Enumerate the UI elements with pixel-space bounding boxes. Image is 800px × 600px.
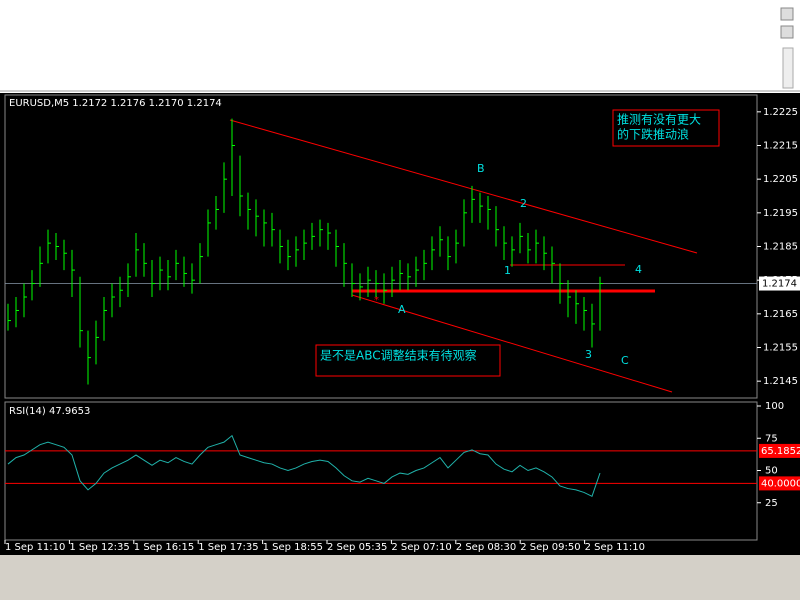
current-price-box [759,276,800,291]
x-tick-label: 2 Sep 09:50 [520,542,580,553]
x-tick-label: 1 Sep 11:10 [5,542,65,553]
rsi-level-label: 40.0000 [761,478,800,489]
y-tick-label: 1.2205 [763,174,798,185]
wave-label: B [477,162,485,175]
marker: * [374,295,379,306]
x-tick-label: 1 Sep 12:35 [69,542,129,553]
x-tick-label: 1 Sep 17:35 [198,542,258,553]
rsi-level-box [759,476,800,491]
y-tick-label: 1.2165 [763,309,798,320]
x-tick-label: 2 Sep 11:10 [585,542,645,553]
x-tick-label: 1 Sep 16:15 [134,542,194,553]
note-text: 是不是ABC调整结束有待观察 [320,348,477,363]
rsi-level-label: 65.1852 [761,446,800,457]
chart-background [0,93,800,555]
rsi-tick-label: 50 [765,466,778,477]
rsi-tick-label: 75 [765,433,778,444]
wave-label: 3 [585,348,592,361]
note-box [612,109,720,147]
y-tick-label: 1.2145 [763,376,798,387]
rsi-level-box [759,443,800,458]
wave-label: A [398,303,406,316]
status-area [0,555,800,600]
wave-label: 4 [635,263,642,276]
scrollbar[interactable] [782,47,794,89]
toolbar-area [0,0,800,92]
x-tick-label: 1 Sep 18:55 [263,542,323,553]
note-box [315,344,501,377]
rsi-tick-label: 25 [765,498,778,509]
chart-header: EURUSD,M5 1.2172 1.2176 1.2170 1.2174 [9,98,222,109]
window-button[interactable] [780,7,794,21]
wave-label: C [621,354,629,367]
y-tick-label: 1.2225 [763,107,798,118]
x-tick-label: 2 Sep 07:10 [391,542,451,553]
trendline [229,119,698,254]
wave-label: 2 [520,197,527,210]
note-text: 的下跌推动浪 [617,127,689,142]
x-tick-label: 2 Sep 08:30 [456,542,516,553]
y-tick-label: 1.2185 [763,242,798,253]
note-text: 推测有没有更大 [617,112,701,127]
y-tick-label: 1.2195 [763,208,798,219]
x-tick-label: 2 Sep 05:35 [327,542,387,553]
trendline [351,294,673,393]
window-button[interactable] [780,25,794,39]
wave-label: 1 [504,264,511,277]
rsi-line [7,434,601,497]
current-price-label: 1.2174 [762,279,797,290]
y-tick-label: 1.2155 [763,343,798,354]
y-tick-label: 1.2215 [763,141,798,152]
rsi-header: RSI(14) 47.9653 [9,406,90,417]
rsi-tick-label: 100 [765,401,784,412]
